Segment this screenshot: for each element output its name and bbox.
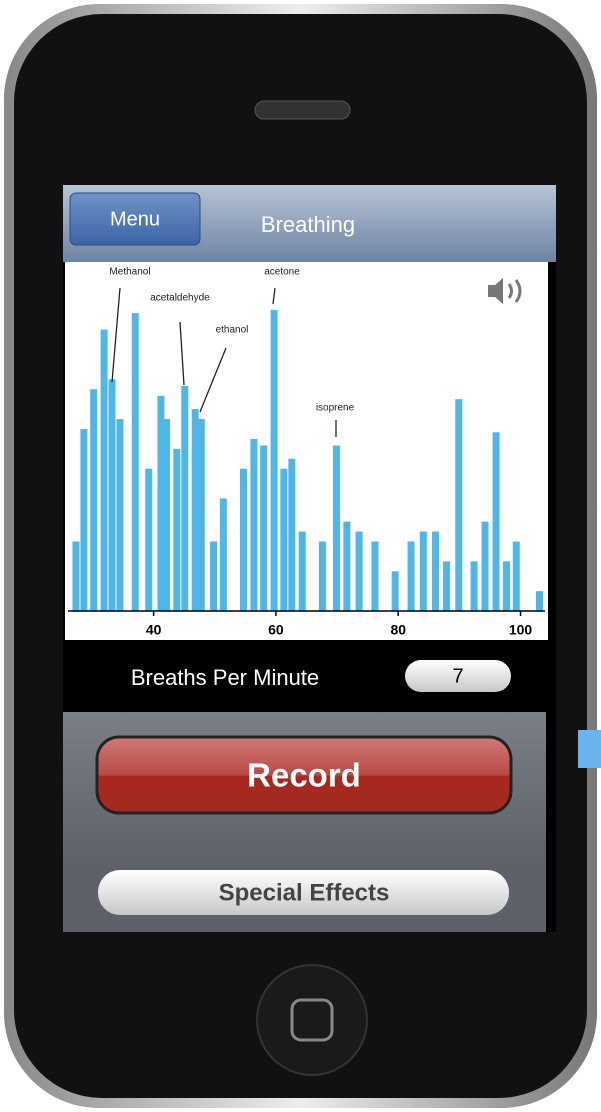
peak xyxy=(219,498,227,611)
menu-label: Menu xyxy=(110,208,160,230)
menu-button[interactable] xyxy=(69,192,201,246)
peak xyxy=(240,468,248,611)
peak xyxy=(280,468,288,611)
effects-label: Special Effects xyxy=(219,879,390,906)
annotation: Methanol xyxy=(109,267,150,278)
peak xyxy=(535,591,543,611)
peak xyxy=(250,438,258,611)
home-icon xyxy=(290,998,334,1042)
peak xyxy=(197,419,205,611)
nav-title: Breathing xyxy=(261,212,355,237)
peak xyxy=(443,561,451,611)
home-button[interactable] xyxy=(256,964,368,1076)
peak xyxy=(391,571,399,611)
peak xyxy=(470,561,478,611)
peak xyxy=(512,541,520,611)
speaker-slot xyxy=(254,100,351,120)
peak xyxy=(318,541,326,611)
peak xyxy=(298,531,306,611)
peak xyxy=(72,541,80,611)
annotation-arrow xyxy=(272,287,276,305)
record-label: Record xyxy=(247,757,361,794)
peak xyxy=(355,531,363,611)
side-tab xyxy=(578,730,601,768)
annotation-arrow xyxy=(111,287,121,383)
peak xyxy=(100,329,108,611)
bpm-field[interactable] xyxy=(405,660,511,692)
peak xyxy=(173,448,181,611)
peak xyxy=(332,445,340,611)
x-tick-label: 100 xyxy=(509,622,533,638)
annotation-arrow xyxy=(179,321,185,386)
peak xyxy=(108,379,116,611)
x-tick-label: 40 xyxy=(146,622,162,638)
peak xyxy=(455,399,463,611)
peak xyxy=(492,432,500,611)
peak xyxy=(502,561,510,611)
peak xyxy=(80,428,88,611)
bpm-label: Breaths Per Minute xyxy=(131,665,319,690)
peak xyxy=(260,445,268,611)
peak xyxy=(210,541,218,611)
x-tick-label: 60 xyxy=(268,622,284,638)
peak xyxy=(191,409,199,611)
annotation-arrow xyxy=(199,347,227,413)
annotation: acetaldehyde xyxy=(150,293,210,304)
bpm-value: 7 xyxy=(452,665,463,687)
peak xyxy=(145,468,153,611)
annotation: acetone xyxy=(264,267,300,278)
peak xyxy=(116,419,124,611)
peak xyxy=(90,389,98,611)
peak xyxy=(162,419,170,611)
peak xyxy=(131,313,139,611)
peak xyxy=(181,385,189,611)
peak xyxy=(371,541,379,611)
peak xyxy=(157,395,165,611)
peak xyxy=(270,309,278,611)
speaker-icon[interactable] xyxy=(488,278,522,304)
peak xyxy=(481,521,489,611)
peak xyxy=(288,458,296,611)
peak xyxy=(407,541,415,611)
effects-button[interactable] xyxy=(98,870,509,915)
annotation: ethanol xyxy=(216,325,249,336)
record-button[interactable] xyxy=(95,735,513,815)
peak xyxy=(419,531,427,611)
x-tick-label: 80 xyxy=(390,622,406,638)
peak xyxy=(343,521,351,611)
annotation: isoprene xyxy=(316,403,355,414)
peak xyxy=(432,531,440,611)
